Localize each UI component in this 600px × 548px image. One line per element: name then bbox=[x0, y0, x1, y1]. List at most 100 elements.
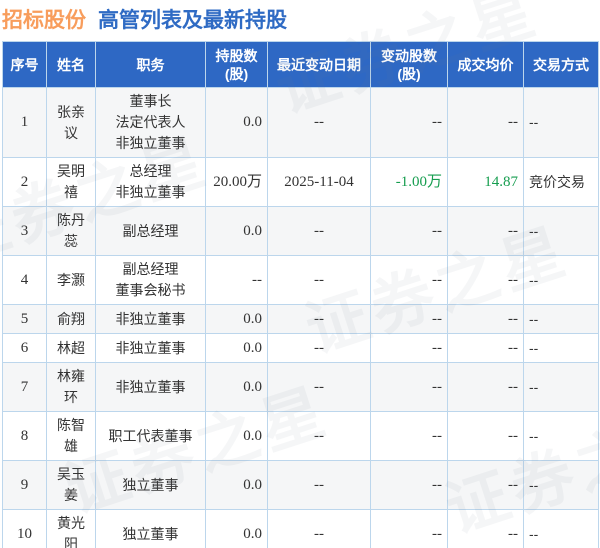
cell-shares: 0.0 bbox=[205, 509, 268, 548]
cell-shares: 0.0 bbox=[205, 333, 268, 363]
cell-name: 黄光阳 bbox=[46, 509, 96, 548]
position-line: 非独立董事 bbox=[115, 135, 186, 151]
position-line: 总经理 bbox=[129, 163, 172, 179]
cell-index: 9 bbox=[2, 460, 47, 510]
table-header-row: 序号 姓名 职务 持股数(股) 最近变动日期 变动股数(股) 成交均价 交易方式 bbox=[2, 41, 599, 88]
cell-position: 总经理 非独立董事 bbox=[95, 157, 206, 207]
cell-method: -- bbox=[523, 509, 599, 548]
column-header-date: 最近变动日期 bbox=[267, 41, 371, 88]
cell-position: 非独立董事 bbox=[95, 333, 206, 363]
position-line: 非独立董事 bbox=[115, 310, 186, 327]
column-header-shares: 持股数(股) bbox=[205, 41, 268, 88]
cell-method: -- bbox=[523, 87, 599, 158]
cell-method: -- bbox=[523, 255, 599, 305]
table-row: 3 陈丹蕊 副总经理 0.0 -- -- -- -- bbox=[2, 206, 599, 256]
position-line: 非独立董事 bbox=[115, 184, 186, 200]
cell-change: -- bbox=[370, 304, 448, 334]
page-title: 招标股份 高管列表及最新持股 bbox=[0, 0, 600, 34]
cell-position: 非独立董事 bbox=[95, 362, 206, 412]
cell-change: -- bbox=[370, 509, 448, 548]
cell-change: -- bbox=[370, 87, 448, 158]
cell-change: -- bbox=[370, 255, 448, 305]
cell-price: 14.87 bbox=[447, 157, 524, 207]
cell-index: 7 bbox=[2, 362, 47, 412]
cell-method: -- bbox=[523, 411, 599, 461]
cell-change: -- bbox=[370, 333, 448, 363]
cell-name: 陈丹蕊 bbox=[46, 206, 96, 256]
column-header-method: 交易方式 bbox=[523, 41, 599, 88]
cell-method: -- bbox=[523, 362, 599, 412]
column-header-position: 职务 bbox=[95, 41, 206, 88]
cell-name: 吴明禧 bbox=[46, 157, 96, 207]
cell-position: 独立董事 bbox=[95, 509, 206, 548]
position-line: 法定代表人 bbox=[115, 114, 186, 130]
cell-shares: 20.00万 bbox=[205, 157, 268, 207]
cell-date: -- bbox=[267, 362, 371, 412]
position-line: 副总经理 bbox=[122, 222, 179, 239]
cell-date: -- bbox=[267, 255, 371, 305]
position-line: 副总经理 bbox=[122, 261, 179, 277]
cell-price: -- bbox=[447, 362, 524, 412]
cell-index: 8 bbox=[2, 411, 47, 461]
cell-position: 非独立董事 bbox=[95, 304, 206, 334]
column-header-price: 成交均价 bbox=[447, 41, 524, 88]
position-line: 非独立董事 bbox=[115, 378, 186, 395]
cell-price: -- bbox=[447, 460, 524, 510]
table-row: 1 张亲议 董事长 法定代表人 非独立董事 0.0 -- -- -- -- bbox=[2, 87, 599, 158]
stock-name: 招标股份 bbox=[2, 9, 86, 32]
table-row: 7 林雍环 非独立董事 0.0 -- -- -- -- bbox=[2, 362, 599, 412]
cell-date: 2025-11-04 bbox=[267, 157, 371, 207]
cell-price: -- bbox=[447, 509, 524, 548]
table-row: 10 黄光阳 独立董事 0.0 -- -- -- -- bbox=[2, 509, 599, 548]
position-line: 董事会秘书 bbox=[115, 282, 186, 298]
cell-method: 竞价交易 bbox=[523, 157, 599, 207]
cell-position: 职工代表董事 bbox=[95, 411, 206, 461]
executive-holdings-table: 序号 姓名 职务 持股数(股) 最近变动日期 变动股数(股) 成交均价 交易方式… bbox=[2, 41, 599, 548]
cell-method: -- bbox=[523, 333, 599, 363]
position-line: 职工代表董事 bbox=[108, 427, 193, 444]
cell-price: -- bbox=[447, 87, 524, 158]
cell-index: 3 bbox=[2, 206, 47, 256]
cell-shares: 0.0 bbox=[205, 460, 268, 510]
table-row: 4 李灏 副总经理 董事会秘书 -- -- -- -- -- bbox=[2, 255, 599, 305]
position-line: 非独立董事 bbox=[115, 339, 186, 356]
cell-shares: 0.0 bbox=[205, 304, 268, 334]
cell-name: 陈智雄 bbox=[46, 411, 96, 461]
cell-name: 林雍环 bbox=[46, 362, 96, 412]
column-header-change: 变动股数(股) bbox=[370, 41, 448, 88]
cell-shares: 0.0 bbox=[205, 87, 268, 158]
cell-price: -- bbox=[447, 333, 524, 363]
cell-change: -- bbox=[370, 362, 448, 412]
table-row: 2 吴明禧 总经理 非独立董事 20.00万 2025-11-04 -1.00万 14.87 竞… bbox=[2, 157, 599, 207]
cell-name: 李灏 bbox=[46, 255, 96, 305]
cell-change: -1.00万 bbox=[370, 157, 448, 207]
cell-method: -- bbox=[523, 304, 599, 334]
table-body: 1 张亲议 董事长 法定代表人 非独立董事 0.0 -- -- -- -- 2 吴明禧 总经理 非独立董事… bbox=[2, 87, 599, 548]
cell-index: 4 bbox=[2, 255, 47, 305]
table-row: 5 俞翔 非独立董事 0.0 -- -- -- -- bbox=[2, 304, 599, 334]
cell-date: -- bbox=[267, 411, 371, 461]
cell-position: 董事长法定代表人非独立董事 bbox=[95, 87, 206, 158]
cell-index: 6 bbox=[2, 333, 47, 363]
table-row: 6 林超 非独立董事 0.0 -- -- -- -- bbox=[2, 333, 599, 363]
cell-method: -- bbox=[523, 460, 599, 510]
cell-change: -- bbox=[370, 460, 448, 510]
position-line: 董事长 bbox=[129, 93, 172, 109]
cell-date: -- bbox=[267, 333, 371, 363]
cell-name: 俞翔 bbox=[46, 304, 96, 334]
cell-position: 副总经理 董事会秘书 bbox=[95, 255, 206, 305]
cell-name: 林超 bbox=[46, 333, 96, 363]
column-header-index: 序号 bbox=[2, 41, 47, 88]
cell-shares: 0.0 bbox=[205, 362, 268, 412]
cell-shares: 0.0 bbox=[205, 206, 268, 256]
report-title: 高管列表及最新持股 bbox=[98, 9, 287, 32]
cell-price: -- bbox=[447, 206, 524, 256]
cell-index: 1 bbox=[2, 87, 47, 158]
cell-position: 独立董事 bbox=[95, 460, 206, 510]
position-line: 独立董事 bbox=[122, 525, 179, 542]
cell-shares: 0.0 bbox=[205, 411, 268, 461]
cell-date: -- bbox=[267, 87, 371, 158]
cell-date: -- bbox=[267, 206, 371, 256]
cell-shares: -- bbox=[205, 255, 268, 305]
